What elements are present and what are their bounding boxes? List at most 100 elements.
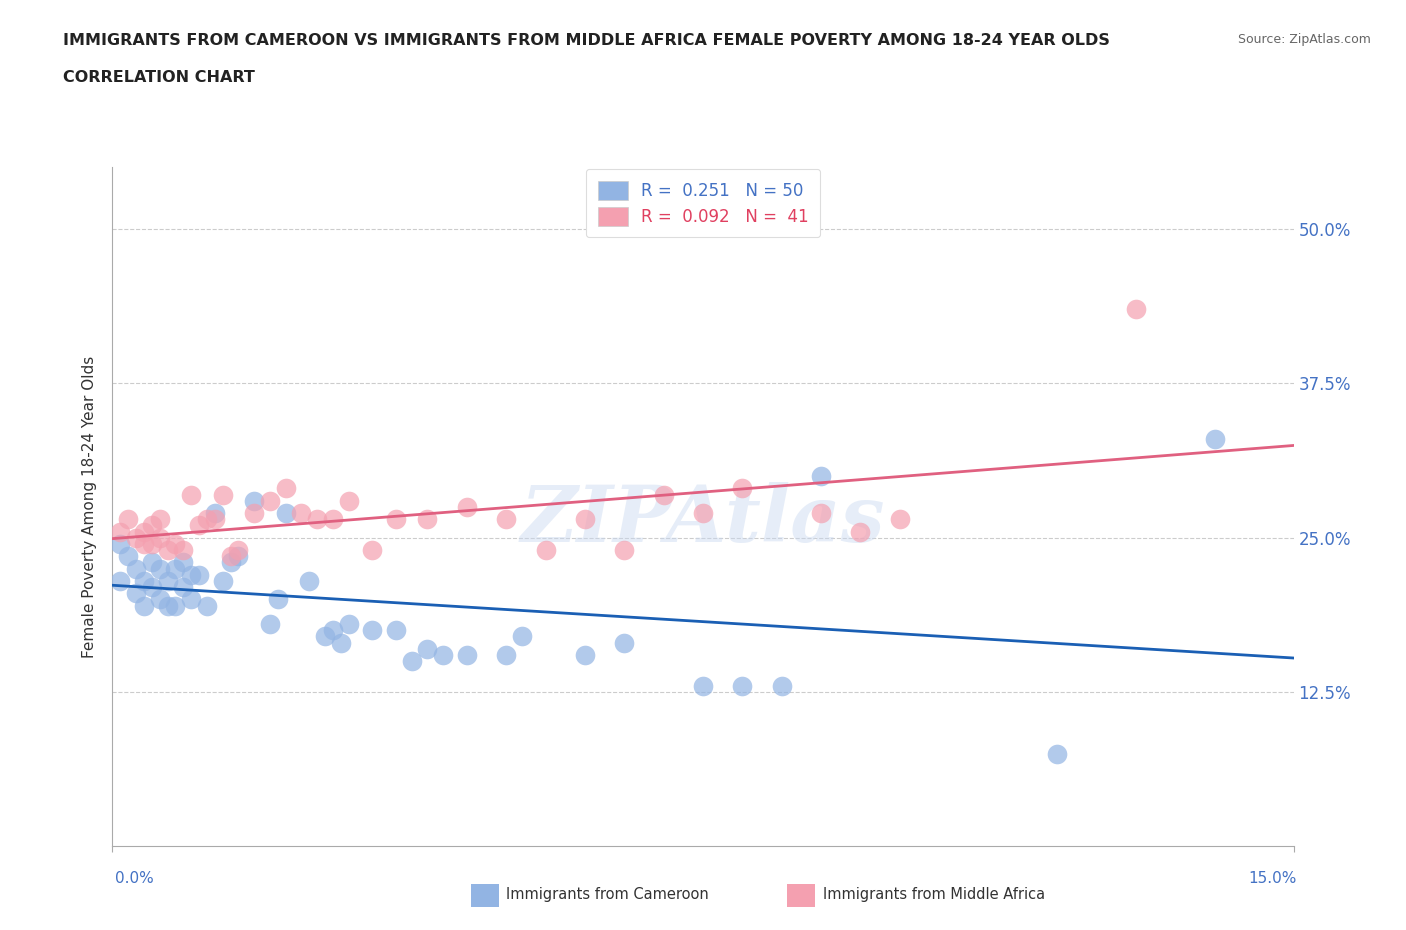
- Point: [267, 592, 290, 607]
- Point: [416, 512, 439, 526]
- Point: [219, 549, 242, 564]
- Point: [117, 512, 139, 526]
- Point: [165, 561, 187, 576]
- Point: [132, 598, 155, 613]
- Text: IMMIGRANTS FROM CAMEROON VS IMMIGRANTS FROM MIDDLE AFRICA FEMALE POVERTY AMONG 1: IMMIGRANTS FROM CAMEROON VS IMMIGRANTS F…: [63, 33, 1111, 47]
- Point: [180, 567, 202, 582]
- Point: [172, 555, 194, 570]
- Point: [574, 647, 596, 662]
- Point: [156, 574, 179, 589]
- Point: [731, 481, 754, 496]
- Point: [456, 499, 478, 514]
- Point: [259, 493, 281, 508]
- Point: [307, 512, 329, 526]
- Point: [188, 567, 211, 582]
- Point: [889, 512, 911, 526]
- Point: [141, 579, 163, 594]
- Point: [692, 678, 714, 693]
- Point: [1125, 302, 1147, 317]
- Point: [165, 537, 187, 551]
- Point: [172, 579, 194, 594]
- Point: [204, 512, 226, 526]
- Y-axis label: Female Poverty Among 18-24 Year Olds: Female Poverty Among 18-24 Year Olds: [82, 356, 97, 658]
- Text: Immigrants from Middle Africa: Immigrants from Middle Africa: [823, 887, 1045, 902]
- Point: [731, 678, 754, 693]
- Text: ZIPAtlas: ZIPAtlas: [520, 482, 886, 559]
- Point: [337, 617, 360, 631]
- Point: [613, 635, 636, 650]
- Point: [149, 561, 172, 576]
- Point: [165, 598, 187, 613]
- Point: [1204, 432, 1226, 446]
- Point: [211, 574, 233, 589]
- Point: [456, 647, 478, 662]
- Point: [149, 530, 172, 545]
- Text: 15.0%: 15.0%: [1249, 871, 1296, 886]
- Legend: R =  0.251   N = 50, R =  0.092   N =  41: R = 0.251 N = 50, R = 0.092 N = 41: [586, 169, 820, 237]
- Point: [401, 654, 423, 669]
- Point: [204, 506, 226, 521]
- Point: [125, 586, 148, 601]
- Point: [534, 542, 557, 557]
- Point: [810, 506, 832, 521]
- Point: [180, 487, 202, 502]
- Point: [110, 525, 132, 539]
- Point: [274, 481, 297, 496]
- Point: [322, 623, 344, 638]
- Point: [195, 598, 218, 613]
- Point: [849, 525, 872, 539]
- Point: [211, 487, 233, 502]
- Point: [228, 549, 250, 564]
- Point: [180, 592, 202, 607]
- Point: [329, 635, 352, 650]
- Point: [495, 647, 517, 662]
- Point: [110, 574, 132, 589]
- Point: [149, 592, 172, 607]
- Point: [125, 561, 148, 576]
- Point: [361, 542, 384, 557]
- Point: [117, 549, 139, 564]
- Text: 0.0%: 0.0%: [115, 871, 155, 886]
- Point: [810, 469, 832, 484]
- Point: [141, 555, 163, 570]
- Point: [613, 542, 636, 557]
- Point: [110, 537, 132, 551]
- Point: [510, 629, 533, 644]
- Point: [149, 512, 172, 526]
- Point: [432, 647, 454, 662]
- Point: [195, 512, 218, 526]
- Point: [141, 518, 163, 533]
- Point: [495, 512, 517, 526]
- Point: [385, 623, 408, 638]
- Point: [259, 617, 281, 631]
- Point: [652, 487, 675, 502]
- Point: [361, 623, 384, 638]
- Text: Source: ZipAtlas.com: Source: ZipAtlas.com: [1237, 33, 1371, 46]
- Point: [314, 629, 336, 644]
- Text: CORRELATION CHART: CORRELATION CHART: [63, 70, 254, 85]
- Point: [243, 493, 266, 508]
- Point: [228, 542, 250, 557]
- Point: [385, 512, 408, 526]
- Point: [416, 642, 439, 657]
- Point: [219, 555, 242, 570]
- Point: [274, 506, 297, 521]
- Point: [298, 574, 321, 589]
- Point: [141, 537, 163, 551]
- Point: [132, 537, 155, 551]
- Point: [125, 530, 148, 545]
- Text: Immigrants from Cameroon: Immigrants from Cameroon: [506, 887, 709, 902]
- Point: [243, 506, 266, 521]
- Point: [132, 574, 155, 589]
- Point: [132, 525, 155, 539]
- Point: [188, 518, 211, 533]
- Point: [156, 598, 179, 613]
- Point: [337, 493, 360, 508]
- Point: [770, 678, 793, 693]
- Point: [1046, 746, 1069, 761]
- Point: [574, 512, 596, 526]
- Point: [290, 506, 312, 521]
- Point: [172, 542, 194, 557]
- Point: [156, 542, 179, 557]
- Point: [322, 512, 344, 526]
